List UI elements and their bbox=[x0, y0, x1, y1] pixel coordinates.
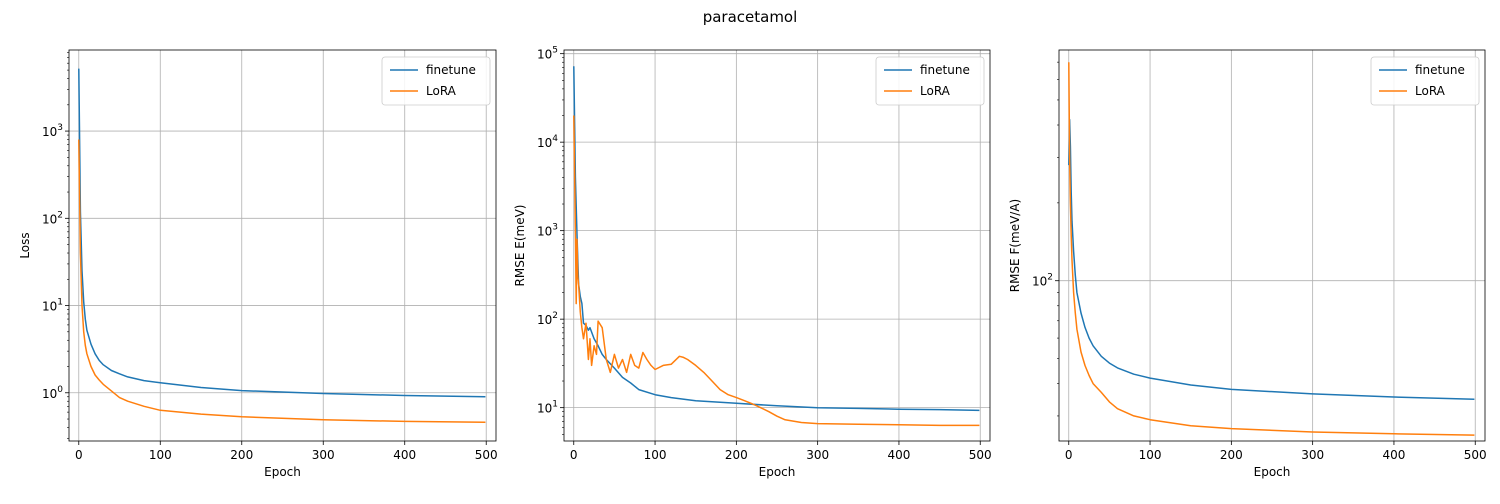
legend-label-finetune: finetune bbox=[1415, 63, 1465, 77]
y-tick-label: 101 bbox=[537, 400, 558, 416]
plot-frame bbox=[563, 49, 991, 442]
x-tick-label: 300 bbox=[312, 448, 335, 462]
legend-label-finetune: finetune bbox=[426, 63, 476, 77]
x-tick-label: 500 bbox=[969, 448, 992, 462]
y-axis-label: RMSE E(meV) bbox=[513, 205, 527, 287]
x-tick-label: 400 bbox=[1382, 448, 1405, 462]
x-tick-label: 200 bbox=[1220, 448, 1243, 462]
x-tick-label: 100 bbox=[1139, 448, 1162, 462]
y-axis-label: Loss bbox=[18, 232, 32, 258]
series-line-finetune bbox=[573, 66, 980, 412]
plot-frame bbox=[68, 49, 497, 442]
x-tick-label: 400 bbox=[887, 448, 910, 462]
legend: finetune LoRA bbox=[1370, 56, 1480, 106]
legend-label-finetune: finetune bbox=[920, 63, 970, 77]
x-tick-label: 400 bbox=[393, 448, 416, 462]
y-tick-label: 102 bbox=[537, 311, 558, 327]
chart-panel-3: 0 100 200 300 400 500 102 Epoch RMSE F(meV/A) fin… bbox=[1008, 49, 1487, 479]
legend-label-lora: LoRA bbox=[1415, 84, 1446, 98]
legend-box bbox=[875, 56, 985, 106]
x-axis-label: Epoch bbox=[1254, 465, 1291, 479]
x-axis-label: Epoch bbox=[264, 465, 301, 479]
y-tick-label: 104 bbox=[537, 134, 558, 150]
x-tick-label: 300 bbox=[1301, 448, 1324, 462]
x-tick-label: 300 bbox=[806, 448, 829, 462]
plot-frame bbox=[1058, 49, 1486, 442]
x-tick-label: 100 bbox=[149, 448, 172, 462]
legend: finetune LoRA bbox=[381, 56, 491, 106]
y-tick-label: 102 bbox=[1032, 273, 1053, 289]
legend-label-lora: LoRA bbox=[920, 84, 951, 98]
chart-panel-1: 0 100 200 300 400 500 100 101 102 103 Epoch Loss fin… bbox=[18, 49, 498, 479]
series-line-finetune bbox=[78, 68, 486, 398]
series-line-lora bbox=[1068, 62, 1475, 436]
legend-label-lora: LoRA bbox=[426, 84, 457, 98]
legend-box bbox=[1370, 56, 1480, 106]
y-tick-label: 105 bbox=[537, 46, 558, 62]
x-tick-label: 0 bbox=[570, 448, 578, 462]
series-line-finetune bbox=[1068, 118, 1475, 401]
x-tick-label: 200 bbox=[725, 448, 748, 462]
x-tick-label: 0 bbox=[1065, 448, 1073, 462]
x-tick-label: 500 bbox=[475, 448, 498, 462]
x-axis-label: Epoch bbox=[759, 465, 796, 479]
y-axis-label: RMSE F(meV/A) bbox=[1008, 199, 1022, 293]
x-tick-label: 500 bbox=[1464, 448, 1487, 462]
x-tick-label: 100 bbox=[644, 448, 667, 462]
y-tick-label: 102 bbox=[42, 210, 63, 226]
series-line-lora bbox=[78, 139, 486, 423]
legend-box bbox=[381, 56, 491, 106]
series-line-lora bbox=[573, 115, 980, 427]
x-tick-label: 200 bbox=[230, 448, 253, 462]
figure-title: paracetamol bbox=[702, 8, 798, 26]
legend: finetune LoRA bbox=[875, 56, 985, 106]
x-tick-label: 0 bbox=[75, 448, 83, 462]
y-tick-label: 100 bbox=[42, 385, 63, 401]
y-tick-label: 103 bbox=[42, 123, 63, 139]
y-tick-label: 103 bbox=[537, 223, 558, 239]
chart-panel-2: 0 100 200 300 400 500 101 102 103 104 105 Epoch RMSE… bbox=[513, 46, 992, 479]
y-tick-label: 101 bbox=[42, 298, 63, 314]
